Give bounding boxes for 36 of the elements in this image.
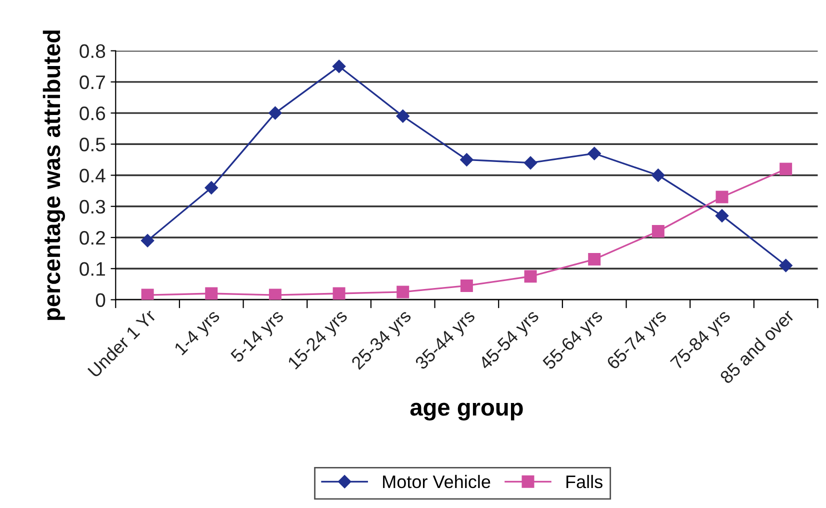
- point: [460, 279, 473, 292]
- y-tick-label: 0.5: [80, 138, 106, 152]
- y-tick-label: 0.8: [80, 44, 106, 58]
- y-tick-label: 0.6: [80, 106, 106, 120]
- y-tick-label: 0: [96, 293, 106, 307]
- point: [460, 153, 474, 166]
- y-tick-label: 0.4: [80, 168, 106, 182]
- point: [652, 225, 664, 238]
- point: [140, 234, 154, 248]
- point: [588, 253, 601, 266]
- y-axis-title: percentage was attributed: [42, 30, 65, 320]
- y-tick-label: 0.7: [80, 75, 105, 90]
- point: [780, 162, 792, 176]
- point: [396, 110, 410, 123]
- point: [205, 287, 218, 300]
- point: [204, 181, 218, 194]
- legend-label: Motor Vehicle: [383, 474, 490, 488]
- point: [779, 258, 792, 272]
- x-tick-label: 1-4 yrs: [174, 308, 223, 358]
- x-axis-title: age group: [410, 402, 523, 421]
- point: [141, 288, 154, 300]
- point: [715, 209, 729, 222]
- y-tick-label: 0.3: [80, 200, 106, 214]
- point: [268, 288, 282, 300]
- point: [588, 146, 601, 160]
- y-tick-label: 0.1: [80, 262, 105, 276]
- legend-label: Falls: [566, 474, 602, 488]
- point: [652, 168, 665, 182]
- point: [268, 106, 282, 120]
- point: [332, 287, 346, 300]
- point: [332, 60, 346, 73]
- y-tick-label: 0.2: [80, 230, 105, 245]
- point: [396, 286, 410, 298]
- point: [716, 190, 728, 204]
- point: [524, 156, 538, 170]
- point: [524, 270, 537, 283]
